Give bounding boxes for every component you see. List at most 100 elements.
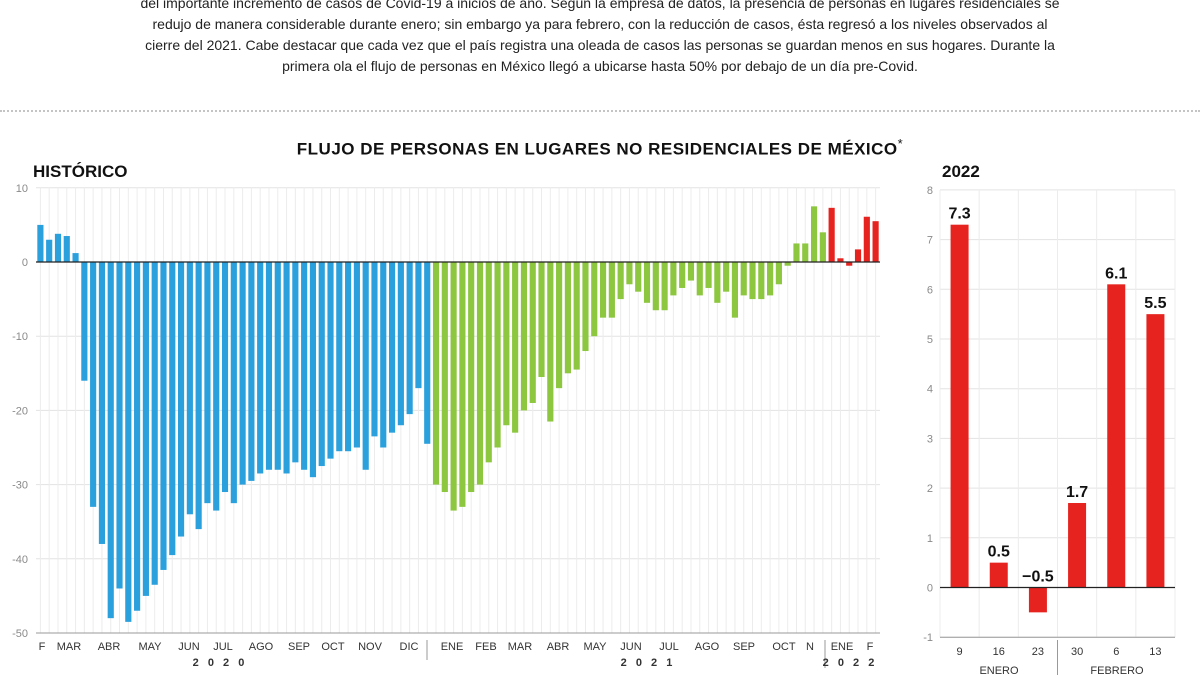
y-tick-label: -1 <box>923 632 933 644</box>
bar-2020 <box>230 262 237 504</box>
y-tick-label: -10 <box>12 331 28 343</box>
x-month-label: DIC <box>400 641 419 653</box>
bar-2020 <box>142 262 149 596</box>
bar-2021 <box>740 262 747 296</box>
y-tick-label: 8 <box>927 185 933 197</box>
bar-2020 <box>362 262 369 470</box>
x-month-label: F <box>39 641 46 653</box>
data-label: 1.7 <box>1066 484 1088 501</box>
x-month-label: JUN <box>178 641 199 653</box>
historic-panel-title: HISTÓRICO <box>33 162 128 181</box>
bar-2021 <box>696 262 703 296</box>
bar-2021 <box>617 262 624 300</box>
x-category-label: 9 <box>957 646 963 658</box>
x-month-label: N <box>806 641 814 653</box>
x-category-label: 6 <box>1113 646 1119 658</box>
bar-2020 <box>415 262 422 389</box>
bar-2021 <box>591 262 598 337</box>
bar-2021 <box>705 262 712 288</box>
x-month-label: MAY <box>138 641 162 653</box>
bar-2020 <box>177 262 185 537</box>
y-tick-label: 1 <box>927 533 933 545</box>
bar-2020 <box>292 262 299 463</box>
x-month-label: ABR <box>547 641 570 653</box>
bar-2021 <box>767 262 774 296</box>
bar-2020 <box>257 262 264 474</box>
bar-2020 <box>72 253 79 262</box>
bar-2020 <box>371 262 378 437</box>
bar-2020 <box>160 262 167 570</box>
x-month-group-label: FEBRERO <box>1090 665 1144 675</box>
bar-2022 <box>1028 587 1047 613</box>
x-category-label: 13 <box>1149 646 1161 658</box>
bar-2021 <box>749 262 756 300</box>
bar-2021 <box>468 262 475 493</box>
bar-2020 <box>204 262 211 504</box>
bar-2021 <box>810 206 818 262</box>
bar-2020 <box>81 262 88 381</box>
bar-2020 <box>221 262 229 493</box>
x-month-label: MAY <box>583 641 607 653</box>
bar-2022 <box>846 262 853 266</box>
bar-2020 <box>239 262 246 485</box>
bar-2021 <box>441 262 448 493</box>
bar-2020 <box>345 262 352 452</box>
y-tick-label: 0 <box>927 583 933 595</box>
y-tick-label: -50 <box>12 628 28 640</box>
y-tick-label: 6 <box>927 284 933 296</box>
x-category-label: 23 <box>1032 646 1044 658</box>
intro-line: cierre del 2021. Cabe destacar que cada … <box>145 37 1055 53</box>
bar-2020 <box>213 262 220 511</box>
x-month-label: F <box>867 641 874 653</box>
x-month-label: ABR <box>98 641 121 653</box>
x-month-label: MAR <box>57 641 82 653</box>
y-tick-label: 0 <box>22 257 28 269</box>
bar-2021 <box>802 243 809 262</box>
y-tick-label: 3 <box>927 433 933 445</box>
bar-2021 <box>547 262 554 422</box>
intro-line: primera ola el flujo de personas en Méxi… <box>282 58 918 74</box>
bar-2021 <box>520 262 528 411</box>
intro-line: redujo de manera considerable durante en… <box>152 16 1048 32</box>
x-month-label: ENE <box>441 641 464 653</box>
y-tick-label: 2 <box>927 483 933 495</box>
bar-2020 <box>274 262 281 470</box>
bar-2020 <box>318 262 325 467</box>
y-tick-label: -20 <box>12 405 28 417</box>
bar-2021 <box>556 262 563 389</box>
bar-2021 <box>573 262 580 370</box>
bar-2021 <box>538 262 545 378</box>
bar-2020 <box>406 262 413 415</box>
data-label: 5.5 <box>1144 295 1166 312</box>
y-tick-label: 4 <box>927 384 933 396</box>
bar-2021 <box>450 262 457 511</box>
bar-2021 <box>503 262 510 426</box>
bar-2020 <box>353 262 360 448</box>
x-month-label: JUL <box>659 641 679 653</box>
bar-2020 <box>397 262 404 426</box>
bar-2020 <box>248 262 255 481</box>
bar-2020 <box>388 262 396 433</box>
bar-2021 <box>608 262 615 318</box>
year-panel-title: 2022 <box>942 162 980 181</box>
bar-2020 <box>265 262 273 470</box>
bar-2022 <box>989 562 1008 588</box>
y-tick-label: 5 <box>927 334 933 346</box>
bar-2020 <box>125 262 132 622</box>
bar-2021 <box>643 262 651 303</box>
bar-2021 <box>626 262 633 285</box>
bar-2022 <box>1146 314 1165 588</box>
x-category-label: 16 <box>993 646 1005 658</box>
bar-2020 <box>134 262 141 611</box>
x-year-label: 2 0 2 0 <box>193 657 248 669</box>
bar-2020 <box>424 262 431 444</box>
bar-2020 <box>37 224 44 262</box>
x-month-label: AGO <box>695 641 720 653</box>
intro-paragraph: del importante incremento de casos de Co… <box>110 0 1090 77</box>
x-month-label: JUN <box>620 641 641 653</box>
bar-2020 <box>90 262 97 507</box>
bar-2020 <box>186 262 193 515</box>
bar-2021 <box>723 262 730 292</box>
bar-2021 <box>494 262 501 448</box>
